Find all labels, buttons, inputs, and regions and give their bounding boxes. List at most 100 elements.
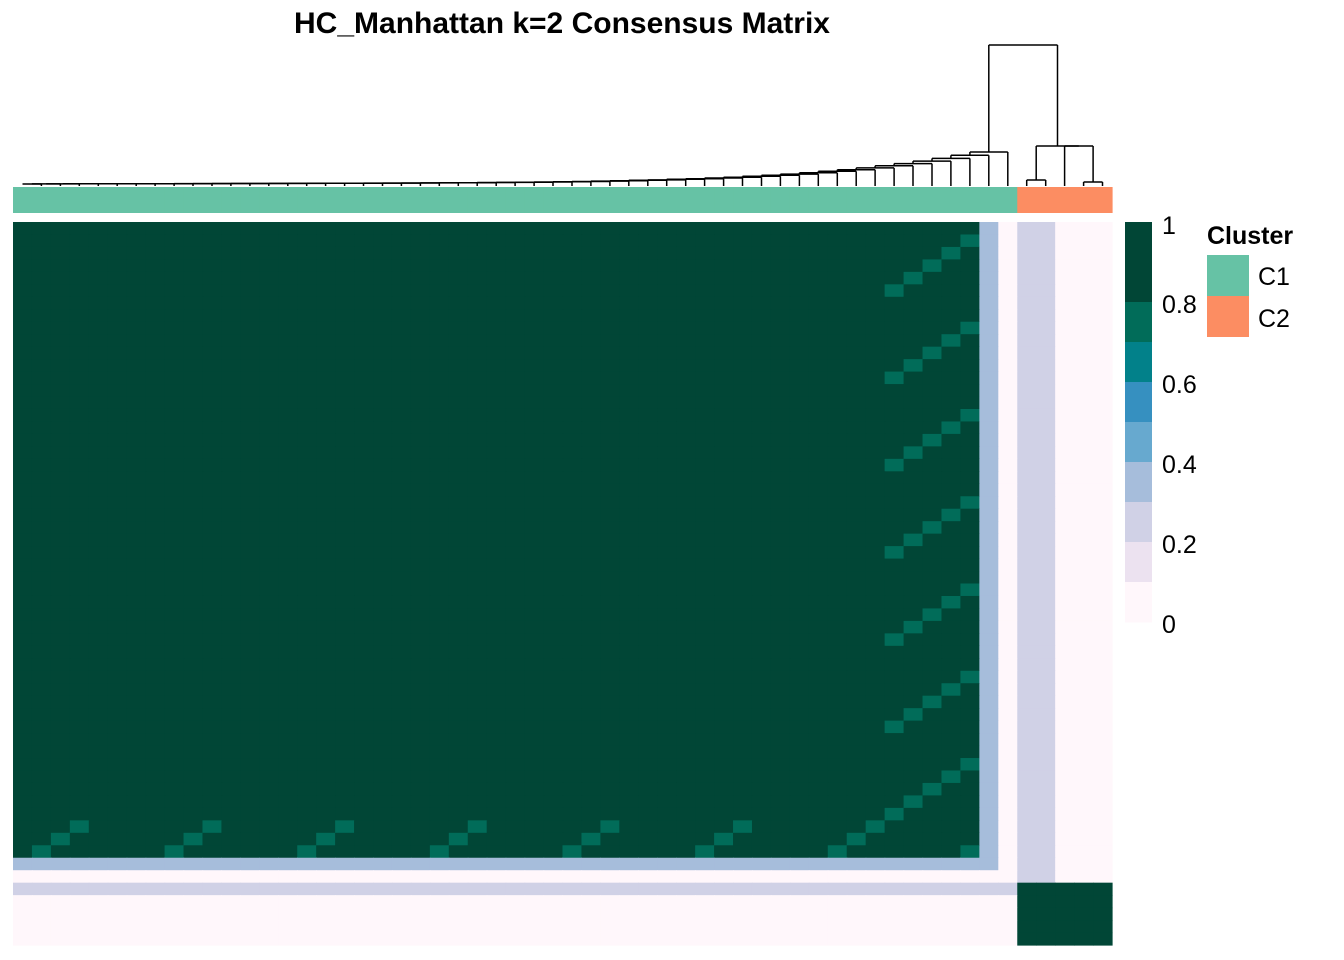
heatmap-cell xyxy=(145,920,166,934)
heatmap-cell xyxy=(657,296,677,310)
cluster-legend-title: Cluster xyxy=(1207,222,1293,250)
heatmap-cell xyxy=(1036,870,1056,884)
heatmap-cell xyxy=(335,608,355,622)
heatmap-cell xyxy=(31,645,52,659)
heatmap-cell xyxy=(145,483,166,497)
heatmap-cell xyxy=(429,820,450,834)
heatmap-cell xyxy=(410,458,431,472)
heatmap-cell xyxy=(13,309,33,323)
heatmap-cell xyxy=(126,658,147,672)
heatmap-cell xyxy=(202,296,223,310)
heatmap-cell xyxy=(335,246,355,260)
heatmap-cell xyxy=(391,595,412,610)
heatmap-cell xyxy=(505,458,526,472)
heatmap-cell xyxy=(770,870,791,884)
heatmap-cell xyxy=(676,271,696,285)
heatmap-cell xyxy=(278,384,298,398)
heatmap-cell xyxy=(259,521,279,535)
heatmap-cell xyxy=(164,782,185,797)
heatmap-cell xyxy=(979,321,999,335)
heatmap-cell xyxy=(429,907,450,921)
heatmap-cell xyxy=(1036,246,1056,260)
legend-label-c1: C1 xyxy=(1258,263,1290,291)
heatmap-cell xyxy=(354,720,374,734)
heatmap-cell xyxy=(676,758,696,772)
heatmap-cell xyxy=(50,920,71,934)
heatmap-cell xyxy=(562,558,583,572)
heatmap-cell xyxy=(145,882,166,896)
heatmap-cell xyxy=(373,508,393,522)
heatmap-cell xyxy=(240,458,260,472)
heatmap-cell xyxy=(240,907,260,921)
heatmap-cell xyxy=(562,533,583,547)
heatmap-cell xyxy=(695,733,715,747)
heatmap-cell xyxy=(1093,433,1113,447)
heatmap-cell xyxy=(13,334,33,348)
heatmap-cell xyxy=(562,907,583,921)
heatmap-cell xyxy=(998,446,1018,460)
heatmap-cell xyxy=(1055,246,1075,260)
heatmap-cell xyxy=(733,720,753,734)
heatmap-cell xyxy=(297,246,317,260)
heatmap-cell xyxy=(486,695,507,709)
heatmap-cell xyxy=(884,321,905,335)
heatmap-cell xyxy=(1017,720,1037,734)
heatmap-cell xyxy=(922,259,943,273)
heatmap-cell xyxy=(69,820,90,834)
heatmap-cell xyxy=(979,384,999,398)
heatmap-cell xyxy=(259,371,279,385)
heatmap-cell xyxy=(505,546,526,560)
annotation-cell-c2 xyxy=(1017,187,1037,213)
heatmap-cell xyxy=(1055,758,1075,772)
heatmap-cell xyxy=(126,895,147,909)
heatmap-cell xyxy=(373,259,393,273)
heatmap-cell xyxy=(922,346,943,360)
heatmap-cell xyxy=(770,521,791,535)
heatmap-cell xyxy=(1017,882,1037,896)
heatmap-cell xyxy=(960,496,980,510)
heatmap-cell xyxy=(50,271,71,285)
heatmap-cell xyxy=(600,745,620,759)
heatmap-cell xyxy=(335,795,355,809)
heatmap-cell xyxy=(846,222,867,236)
heatmap-cell xyxy=(410,795,431,809)
heatmap-cell xyxy=(448,695,469,709)
heatmap-cell xyxy=(600,421,620,435)
heatmap-cell xyxy=(164,733,185,747)
heatmap-cell xyxy=(31,920,52,934)
heatmap-cell xyxy=(922,670,943,684)
heatmap-cell xyxy=(50,782,71,797)
heatmap-cell xyxy=(240,246,260,260)
heatmap-cell xyxy=(1074,795,1094,809)
heatmap-cell xyxy=(714,546,734,560)
heatmap-cell xyxy=(31,720,52,734)
heatmap-cell xyxy=(126,259,147,273)
heatmap-cell xyxy=(676,496,696,510)
heatmap-cell xyxy=(676,770,696,784)
heatmap-cell xyxy=(31,882,52,896)
heatmap-cell xyxy=(183,845,204,859)
heatmap-cell xyxy=(979,371,999,385)
heatmap-cell xyxy=(88,259,109,273)
heatmap-cell xyxy=(31,658,52,672)
heatmap-cell xyxy=(903,832,924,846)
heatmap-cell xyxy=(922,708,943,722)
heatmap-cell xyxy=(733,521,753,535)
heatmap-cell xyxy=(13,770,33,784)
heatmap-cell xyxy=(240,620,260,634)
heatmap-cell xyxy=(221,895,241,909)
heatmap-cell xyxy=(960,508,980,522)
heatmap-cell xyxy=(884,433,905,447)
heatmap-cell xyxy=(770,384,791,398)
heatmap-cell xyxy=(960,845,980,859)
heatmap-cell xyxy=(846,832,867,846)
heatmap-cell xyxy=(979,483,999,497)
heatmap-cell xyxy=(903,708,924,722)
heatmap-cell xyxy=(638,508,658,522)
colorbar-tick-0: 0 xyxy=(1162,611,1176,639)
heatmap-cell xyxy=(543,334,564,348)
heatmap-cell xyxy=(998,546,1018,560)
heatmap-cell xyxy=(373,695,393,709)
heatmap-cell xyxy=(846,932,867,946)
heatmap-cell xyxy=(524,708,545,722)
